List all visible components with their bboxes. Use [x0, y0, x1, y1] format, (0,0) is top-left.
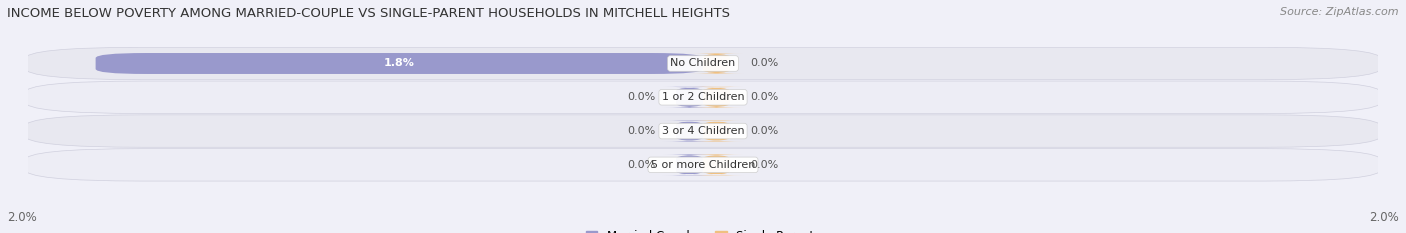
Text: Source: ZipAtlas.com: Source: ZipAtlas.com [1281, 7, 1399, 17]
Text: 0.0%: 0.0% [627, 160, 655, 170]
FancyBboxPatch shape [25, 81, 1381, 113]
Text: INCOME BELOW POVERTY AMONG MARRIED-COUPLE VS SINGLE-PARENT HOUSEHOLDS IN MITCHEL: INCOME BELOW POVERTY AMONG MARRIED-COUPL… [7, 7, 730, 20]
FancyBboxPatch shape [689, 53, 744, 74]
Text: 1 or 2 Children: 1 or 2 Children [662, 92, 744, 102]
FancyBboxPatch shape [25, 115, 1381, 147]
Text: No Children: No Children [671, 58, 735, 69]
Text: 0.0%: 0.0% [751, 58, 779, 69]
Text: 3 or 4 Children: 3 or 4 Children [662, 126, 744, 136]
FancyBboxPatch shape [25, 47, 1381, 80]
Text: 0.0%: 0.0% [627, 92, 655, 102]
FancyBboxPatch shape [662, 87, 717, 108]
Text: 5 or more Children: 5 or more Children [651, 160, 755, 170]
Legend: Married Couples, Single Parents: Married Couples, Single Parents [582, 226, 824, 233]
FancyBboxPatch shape [689, 87, 744, 108]
Text: 0.0%: 0.0% [751, 126, 779, 136]
Text: 0.0%: 0.0% [751, 160, 779, 170]
FancyBboxPatch shape [96, 53, 703, 74]
Text: 2.0%: 2.0% [1369, 211, 1399, 224]
Text: 0.0%: 0.0% [751, 92, 779, 102]
Text: 1.8%: 1.8% [384, 58, 415, 69]
Text: 0.0%: 0.0% [627, 126, 655, 136]
FancyBboxPatch shape [25, 149, 1381, 181]
FancyBboxPatch shape [689, 121, 744, 141]
FancyBboxPatch shape [662, 121, 717, 141]
Text: 2.0%: 2.0% [7, 211, 37, 224]
FancyBboxPatch shape [662, 154, 717, 175]
FancyBboxPatch shape [689, 154, 744, 175]
